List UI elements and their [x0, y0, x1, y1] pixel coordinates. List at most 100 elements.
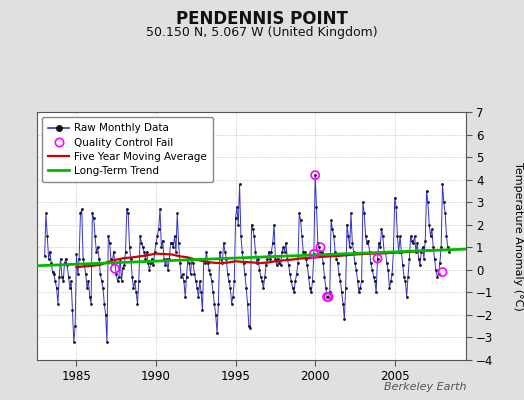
- Point: [66, 285, 74, 291]
- Point: [88, 210, 96, 217]
- Point: [168, 240, 176, 246]
- Point: [242, 285, 250, 291]
- Point: [213, 330, 221, 336]
- Point: [128, 273, 136, 280]
- Point: [347, 210, 355, 217]
- Point: [111, 260, 119, 266]
- Point: [144, 260, 152, 266]
- Point: [157, 244, 166, 250]
- Point: [145, 267, 154, 273]
- Point: [115, 273, 123, 280]
- Point: [70, 339, 78, 345]
- Point: [87, 300, 95, 307]
- Point: [325, 289, 334, 296]
- Point: [344, 233, 353, 239]
- Point: [416, 262, 424, 268]
- Point: [188, 255, 196, 262]
- Point: [249, 226, 257, 232]
- Point: [298, 233, 306, 239]
- Legend: Raw Monthly Data, Quality Control Fail, Five Year Moving Average, Long-Term Tren: Raw Monthly Data, Quality Control Fail, …: [42, 117, 213, 182]
- Point: [202, 248, 211, 255]
- Point: [209, 289, 217, 296]
- Point: [348, 240, 356, 246]
- Point: [53, 300, 62, 307]
- Point: [57, 255, 65, 262]
- Point: [141, 255, 150, 262]
- Point: [445, 248, 453, 255]
- Point: [140, 248, 148, 255]
- Point: [427, 233, 435, 239]
- Point: [64, 273, 73, 280]
- Point: [92, 248, 101, 255]
- Point: [425, 222, 433, 228]
- Point: [363, 240, 371, 246]
- Point: [397, 248, 406, 255]
- Point: [410, 233, 419, 239]
- Point: [119, 264, 127, 271]
- Point: [178, 271, 187, 278]
- Point: [245, 323, 253, 329]
- Point: [308, 278, 316, 284]
- Point: [160, 255, 168, 262]
- Point: [47, 260, 56, 266]
- Point: [235, 181, 244, 187]
- Point: [337, 289, 346, 296]
- Point: [225, 278, 233, 284]
- Point: [379, 233, 387, 239]
- Point: [396, 233, 404, 239]
- Point: [161, 262, 169, 268]
- Point: [291, 278, 300, 284]
- Point: [352, 267, 361, 273]
- Point: [85, 294, 94, 300]
- Point: [418, 244, 427, 250]
- Point: [305, 285, 314, 291]
- Point: [238, 248, 246, 255]
- Point: [324, 294, 333, 300]
- Point: [266, 255, 274, 262]
- Point: [130, 278, 139, 284]
- Point: [345, 244, 354, 250]
- Point: [350, 248, 358, 255]
- Point: [83, 285, 91, 291]
- Point: [173, 210, 181, 217]
- Point: [93, 244, 102, 250]
- Point: [241, 271, 249, 278]
- Point: [278, 248, 286, 255]
- Point: [275, 260, 283, 266]
- Point: [412, 248, 420, 255]
- Point: [192, 278, 200, 284]
- Point: [369, 273, 378, 280]
- Point: [357, 278, 366, 284]
- Point: [444, 244, 452, 250]
- Point: [137, 240, 146, 246]
- Point: [218, 260, 226, 266]
- Point: [399, 262, 407, 268]
- Point: [189, 260, 198, 266]
- Point: [268, 240, 277, 246]
- Point: [133, 300, 141, 307]
- Point: [388, 271, 396, 278]
- Point: [104, 233, 113, 239]
- Point: [429, 244, 438, 250]
- Point: [75, 255, 83, 262]
- Point: [315, 244, 323, 250]
- Point: [233, 204, 241, 210]
- Point: [50, 271, 58, 278]
- Point: [107, 255, 115, 262]
- Point: [351, 260, 359, 266]
- Point: [143, 248, 151, 255]
- Point: [414, 255, 423, 262]
- Point: [113, 278, 122, 284]
- Point: [384, 267, 392, 273]
- Point: [156, 206, 164, 212]
- Point: [375, 240, 383, 246]
- Point: [265, 248, 273, 255]
- Point: [372, 289, 380, 296]
- Point: [58, 273, 66, 280]
- Point: [282, 240, 290, 246]
- Text: PENDENNIS POINT: PENDENNIS POINT: [176, 10, 348, 28]
- Point: [210, 300, 219, 307]
- Point: [246, 325, 254, 332]
- Point: [172, 248, 180, 255]
- Point: [304, 273, 313, 280]
